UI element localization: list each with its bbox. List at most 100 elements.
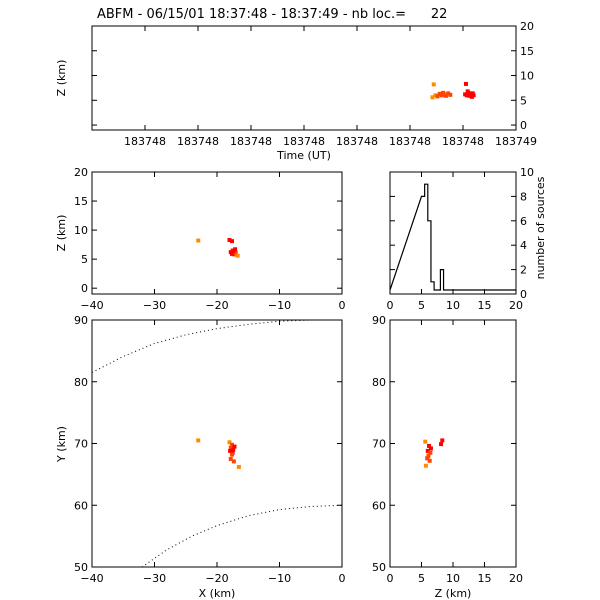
xy-frame [91,319,343,568]
data-point [230,442,234,447]
xy-marks [196,438,241,469]
x-tick-label: 20 [509,299,523,312]
data-point [441,92,446,97]
xy-xlabel: X (km) [199,587,236,600]
data-point [228,448,233,453]
histogram-outline [389,183,516,291]
data-point [423,463,428,468]
x-tick-label: 10 [446,299,460,312]
time-height-panel: 183748 183748 183748 183748 183748 183748 1837… [55,20,537,162]
data-point [431,82,436,87]
data-point [448,92,453,97]
xy-ylabel: Y (km) [55,426,68,463]
data-point [231,447,236,452]
x-tick-label: 0 [339,299,346,312]
x-tick-label: −40 [80,299,103,312]
x-tick-label: 183748 [177,135,219,148]
data-point [471,93,476,98]
x-tick-label: 183748 [442,135,484,148]
x-tick-label: 0 [339,572,346,585]
x-tick-label: −10 [268,299,291,312]
data-point [235,253,240,258]
data-point [435,94,440,99]
data-point [227,440,232,445]
data-point [463,81,468,86]
xy-ticks: −40 −30 −20 −10 0 50 60 70 80 90 [74,314,346,585]
data-point [430,95,435,100]
data-point [230,452,234,457]
data-point [439,93,444,98]
data-point [196,238,201,243]
x-tick-label: 10 [446,572,460,585]
y-tick-label: 50 [372,561,386,574]
data-point [233,247,238,252]
xz-ticks: −40 −30 −20 −10 0 0 5 10 15 20 [74,166,346,312]
data-point [231,459,236,464]
histogram-marks [389,183,516,291]
network-range-boundary [141,504,343,568]
data-point [228,456,233,461]
y-tick-label: 10 [520,166,534,179]
data-point [232,444,237,449]
x-tick-label: −10 [268,572,291,585]
data-point [228,445,233,450]
xz-marks [196,237,240,258]
zy-frame [389,319,517,568]
x-tick-label: 183749 [495,135,537,148]
data-point [428,450,433,455]
time-height-xlabel: Time (UT) [276,149,331,162]
data-point [233,250,238,255]
xy-boundary [91,319,343,568]
y-tick-label: 15 [74,195,88,208]
data-point [423,439,428,444]
x-tick-label: 5 [418,299,425,312]
zy-panel: 0 5 10 15 20 50 60 70 80 90 Z (km) [372,314,523,600]
x-tick-label: 183748 [230,135,272,148]
y-tick-label: 5 [520,94,527,107]
data-point [425,456,430,461]
zy-ticks: 0 5 10 15 20 50 60 70 80 90 [372,314,523,585]
data-point [227,237,232,242]
data-point [426,453,431,458]
data-point [425,448,430,453]
x-tick-label: −40 [80,572,103,585]
data-point [230,239,234,244]
y-tick-label: 15 [520,45,534,58]
x-tick-label: 183748 [124,135,166,148]
y-tick-label: 8 [520,190,527,203]
x-tick-label: 0 [387,572,394,585]
x-tick-label: 15 [478,572,492,585]
data-point [444,93,449,98]
time-height-marks [430,81,476,100]
network-range-boundary [91,319,311,373]
time-height-frame [91,25,517,131]
data-point [437,91,442,96]
y-tick-label: 70 [74,438,88,451]
x-tick-label: 183748 [336,135,378,148]
x-tick-label: 15 [478,299,492,312]
data-point [427,443,432,448]
y-tick-label: 60 [372,499,386,512]
x-tick-label: 20 [509,572,523,585]
x-tick-label: 183748 [389,135,431,148]
y-tick-label: 6 [520,215,527,228]
xz-panel: −40 −30 −20 −10 0 0 5 10 15 20 Z (km) [55,166,346,312]
y-tick-label: 2 [520,264,527,277]
data-point [439,442,444,447]
data-point [230,251,234,256]
zy-marks [423,438,445,468]
histogram-ylabel: number of sources [534,176,547,279]
y-tick-label: 20 [74,166,88,179]
y-tick-label: 5 [81,253,88,266]
x-tick-label: −30 [143,572,166,585]
data-point [433,93,438,98]
data-point [236,464,241,469]
y-tick-label: 90 [74,314,88,327]
x-tick-label: 0 [387,299,394,312]
x-tick-label: −20 [205,572,228,585]
data-point [427,458,432,463]
x-tick-label: 183748 [283,135,325,148]
